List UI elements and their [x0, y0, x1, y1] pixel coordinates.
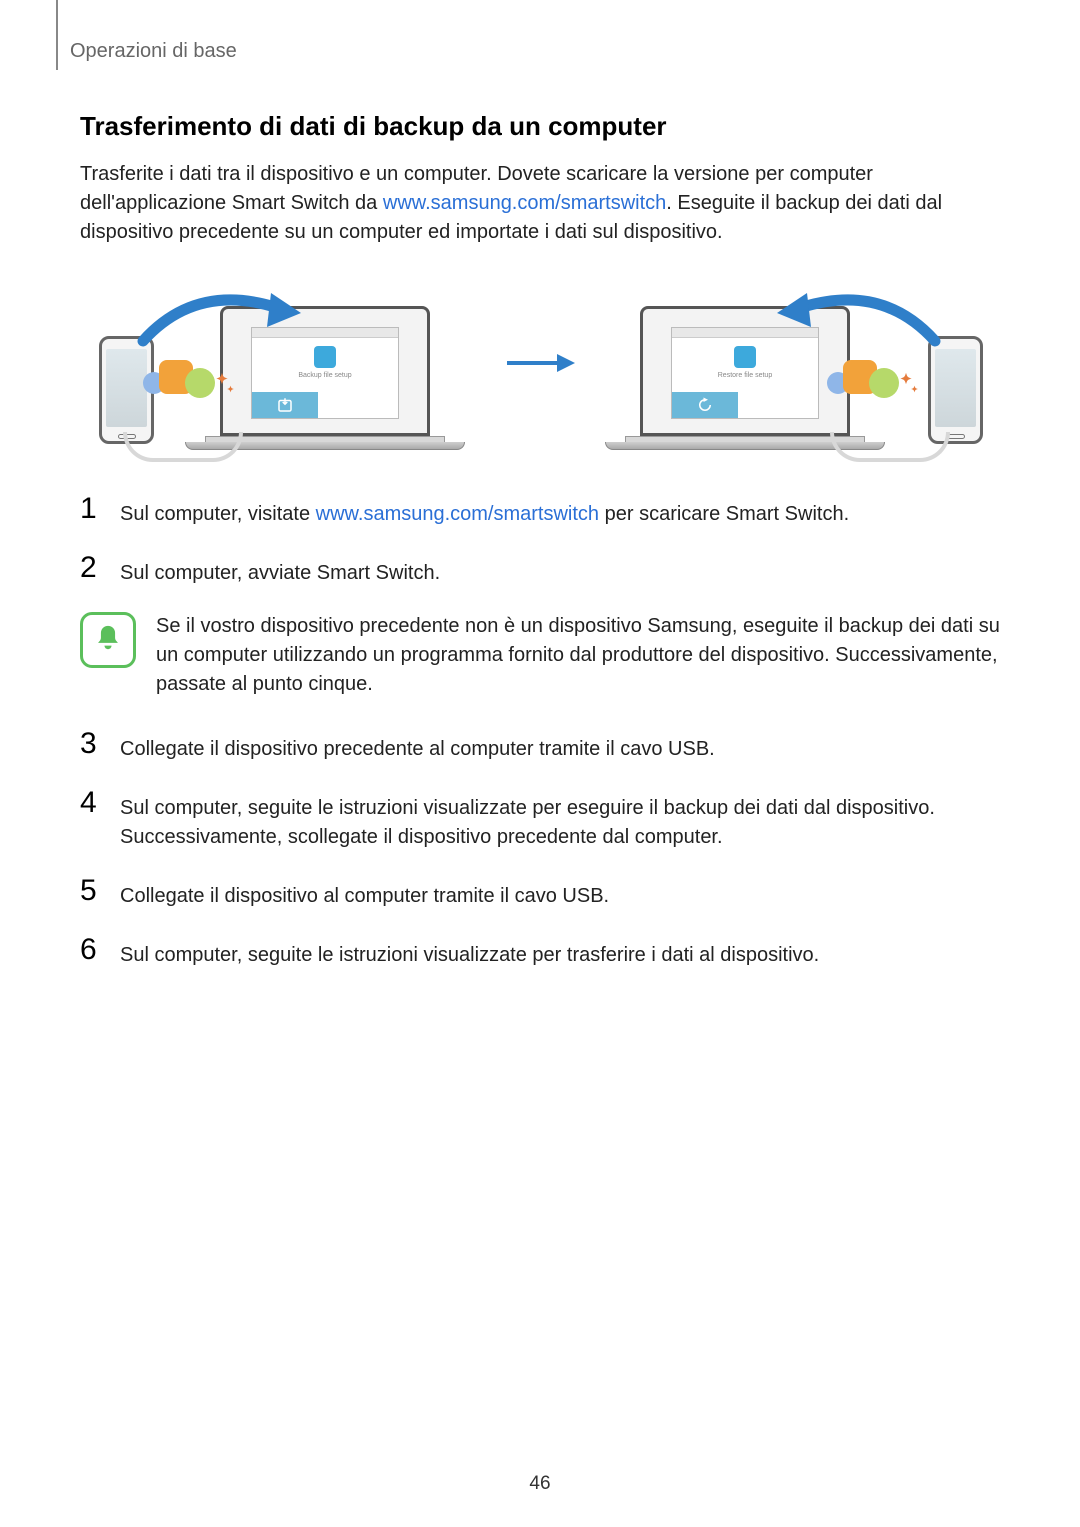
step-text: Sul computer, visitate www.samsung.com/s…	[120, 494, 1000, 529]
transfer-diagram: Backup file setup	[80, 275, 1000, 450]
header-rule	[56, 0, 58, 70]
intro-link[interactable]: www.samsung.com/smartswitch	[383, 192, 666, 214]
step-text: Sul computer, seguite le istruzioni visu…	[120, 935, 1000, 970]
app-label-right: Restore file setup	[718, 372, 772, 379]
media-icons-cluster	[827, 350, 927, 410]
step-1-after: per scaricare Smart Switch.	[599, 503, 849, 525]
transfer-arrow-icon	[135, 289, 305, 354]
page: Operazioni di base Trasferimento di dati…	[0, 0, 1080, 1527]
step-2: 2 Sul computer, avviate Smart Switch.	[80, 553, 1000, 588]
intro-paragraph: Trasferite i dati tra il dispositivo e u…	[80, 160, 1000, 247]
step-3: 3 Collegate il dispositivo precedente al…	[80, 729, 1000, 764]
step-4: 4 Sul computer, seguite le istruzioni vi…	[80, 788, 1000, 852]
note-callout: Se il vostro dispositivo precedente non …	[80, 612, 1000, 699]
note-text: Se il vostro dispositivo precedente non …	[156, 612, 1000, 699]
step-number: 5	[80, 876, 104, 906]
section-title: Trasferimento di dati di backup da un co…	[80, 111, 1000, 142]
step-1-before: Sul computer, visitate	[120, 503, 316, 525]
breadcrumb: Operazioni di base	[70, 40, 1000, 63]
step-text: Collegate il dispositivo al computer tra…	[120, 876, 1000, 911]
usb-cable-icon	[830, 432, 950, 462]
center-arrow-icon	[505, 351, 575, 375]
step-number: 4	[80, 788, 104, 818]
step-1-link[interactable]: www.samsung.com/smartswitch	[316, 503, 599, 525]
app-label-left: Backup file setup	[298, 372, 351, 379]
transfer-arrow-icon	[773, 289, 943, 354]
step-text: Sul computer, seguite le istruzioni visu…	[120, 788, 1000, 852]
page-number: 46	[0, 1473, 1080, 1495]
step-number: 6	[80, 935, 104, 965]
step-6: 6 Sul computer, seguite le istruzioni vi…	[80, 935, 1000, 970]
step-5: 5 Collegate il dispositivo al computer t…	[80, 876, 1000, 911]
step-number: 1	[80, 494, 104, 524]
usb-cable-icon	[123, 432, 243, 462]
step-text: Collegate il dispositivo precedente al c…	[120, 729, 1000, 764]
diagram-source: Backup file setup	[95, 275, 485, 450]
step-text: Sul computer, avviate Smart Switch.	[120, 553, 1000, 588]
step-number: 2	[80, 553, 104, 583]
step-1: 1 Sul computer, visitate www.samsung.com…	[80, 494, 1000, 529]
diagram-target: Restore file setup	[595, 275, 985, 450]
media-icons-cluster	[143, 350, 243, 410]
bell-icon	[80, 612, 136, 668]
step-number: 3	[80, 729, 104, 759]
